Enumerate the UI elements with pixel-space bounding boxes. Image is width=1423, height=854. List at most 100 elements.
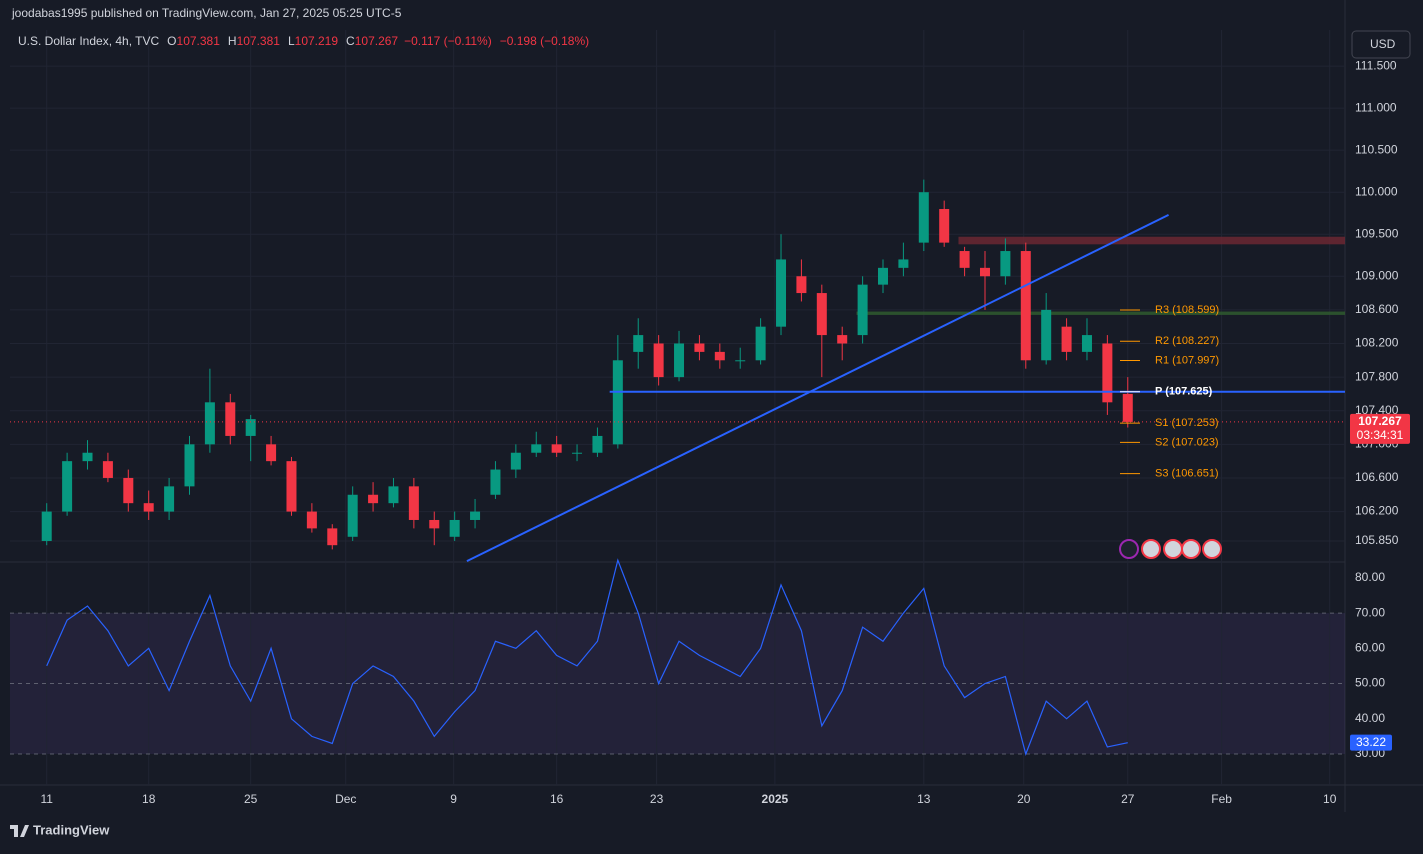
candle-body [755,326,766,361]
candle-body [1000,251,1011,277]
candle-body [1020,251,1031,361]
candle-body [245,419,256,436]
candle-body [796,276,807,294]
x-tick-label: 23 [650,792,664,806]
candle-body [490,469,501,495]
x-tick-label: Feb [1211,792,1232,806]
legend-item: O [167,34,176,48]
candle-body [959,251,970,268]
candle-body [470,511,481,520]
candle-body [551,444,562,453]
candle-body [1061,326,1072,352]
event-icon[interactable] [1163,539,1183,559]
brand-name: TradingView [33,822,110,837]
pivot-label: R1 (107.997) [1155,354,1219,366]
candle-body [694,343,705,352]
ohlc-legend: U.S. Dollar Index, 4h, TVC O107.381 H107.3… [18,34,589,48]
legend-item: U.S. Dollar Index, 4h, TVC [18,34,160,48]
x-tick-label: Dec [335,792,356,806]
y-tick-label: 60.00 [1355,640,1385,654]
candle-body [164,486,175,512]
x-tick-label: 10 [1323,792,1337,806]
y-tick-label: 106.600 [1355,470,1399,484]
candle-body [531,444,542,453]
candle-body [184,444,195,487]
legend-item: 107.381 [237,34,281,48]
x-tick-label: 18 [142,792,156,806]
candle-body [837,335,848,344]
x-tick-label: 2025 [762,792,789,806]
candle-body [143,503,154,512]
x-tick-label: 20 [1017,792,1031,806]
event-icon[interactable] [1141,539,1161,559]
currency-label: USD [1370,37,1396,51]
legend-item: 107.219 [295,34,339,48]
candle-body [510,452,521,470]
candle-body [266,444,277,462]
candle-body [62,461,73,512]
candle-body [898,259,909,268]
x-tick-label: 16 [550,792,564,806]
pivot-label: S1 (107.253) [1155,417,1219,429]
candle-body [714,351,725,361]
y-tick-label: 50.00 [1355,676,1385,690]
candle-body [674,343,685,378]
pivot-label: R2 (108.227) [1155,335,1219,347]
candle-body [204,402,215,445]
candle-body [653,343,664,378]
candle-body [1102,343,1113,403]
y-tick-label: 110.500 [1355,142,1398,156]
published-note: joodabas1995 published on TradingView.co… [11,6,402,20]
candle-body [1081,335,1092,352]
x-tick-label: 9 [450,792,457,806]
legend-item: H [228,34,237,48]
trend-line [466,214,1170,563]
y-tick-label: 107.400 [1355,403,1399,417]
x-tick-label: 27 [1121,792,1135,806]
candle-body [939,209,950,243]
event-icon[interactable] [1119,539,1139,559]
candle-body [612,360,623,445]
legend-item: −0.117 (−0.11%) [404,34,492,48]
candle-body [82,452,93,462]
rsi-badge [1350,734,1392,751]
y-tick-label: 111.500 [1355,58,1397,72]
event-icon[interactable] [1202,539,1222,559]
candle-body [286,461,297,512]
candle-body [878,267,889,285]
candle-body [41,511,52,541]
event-icons [1119,539,1222,559]
candle-body [979,267,990,277]
pivot-label: S3 (106.651) [1155,468,1219,480]
y-tick-label: 105.850 [1355,533,1399,547]
y-tick-label: 106.200 [1355,504,1399,518]
candle-body [816,293,827,336]
candle-body [102,461,113,478]
candle-body [918,192,929,243]
y-tick-label: 109.500 [1355,226,1399,240]
candle-body [776,259,787,327]
y-tick-label: 40.00 [1355,711,1385,725]
y-tick-label: 80.00 [1355,570,1385,584]
y-tick-label: 111.000 [1355,100,1397,114]
legend-item: 107.381 [177,34,221,48]
legend-item: −0.198 (−0.18%) [500,34,589,48]
candle-body [429,519,440,529]
event-icon[interactable] [1181,539,1201,559]
price-badge [1350,413,1410,444]
candle-body [408,486,419,520]
legend-item: L [288,34,295,48]
price-badge-countdown: 03:34:31 [1357,428,1404,442]
candle-body [347,494,358,537]
x-tick-label: 25 [244,792,258,806]
currency-button[interactable] [1351,30,1411,59]
legend-item: 107.267 [355,34,399,48]
x-tick-label: 11 [40,792,53,806]
candle-body [306,511,317,529]
candle-body [225,402,236,436]
rsi-line [46,558,1128,756]
pivot-label: S2 (107.023) [1155,436,1219,448]
candle-body [368,494,379,504]
